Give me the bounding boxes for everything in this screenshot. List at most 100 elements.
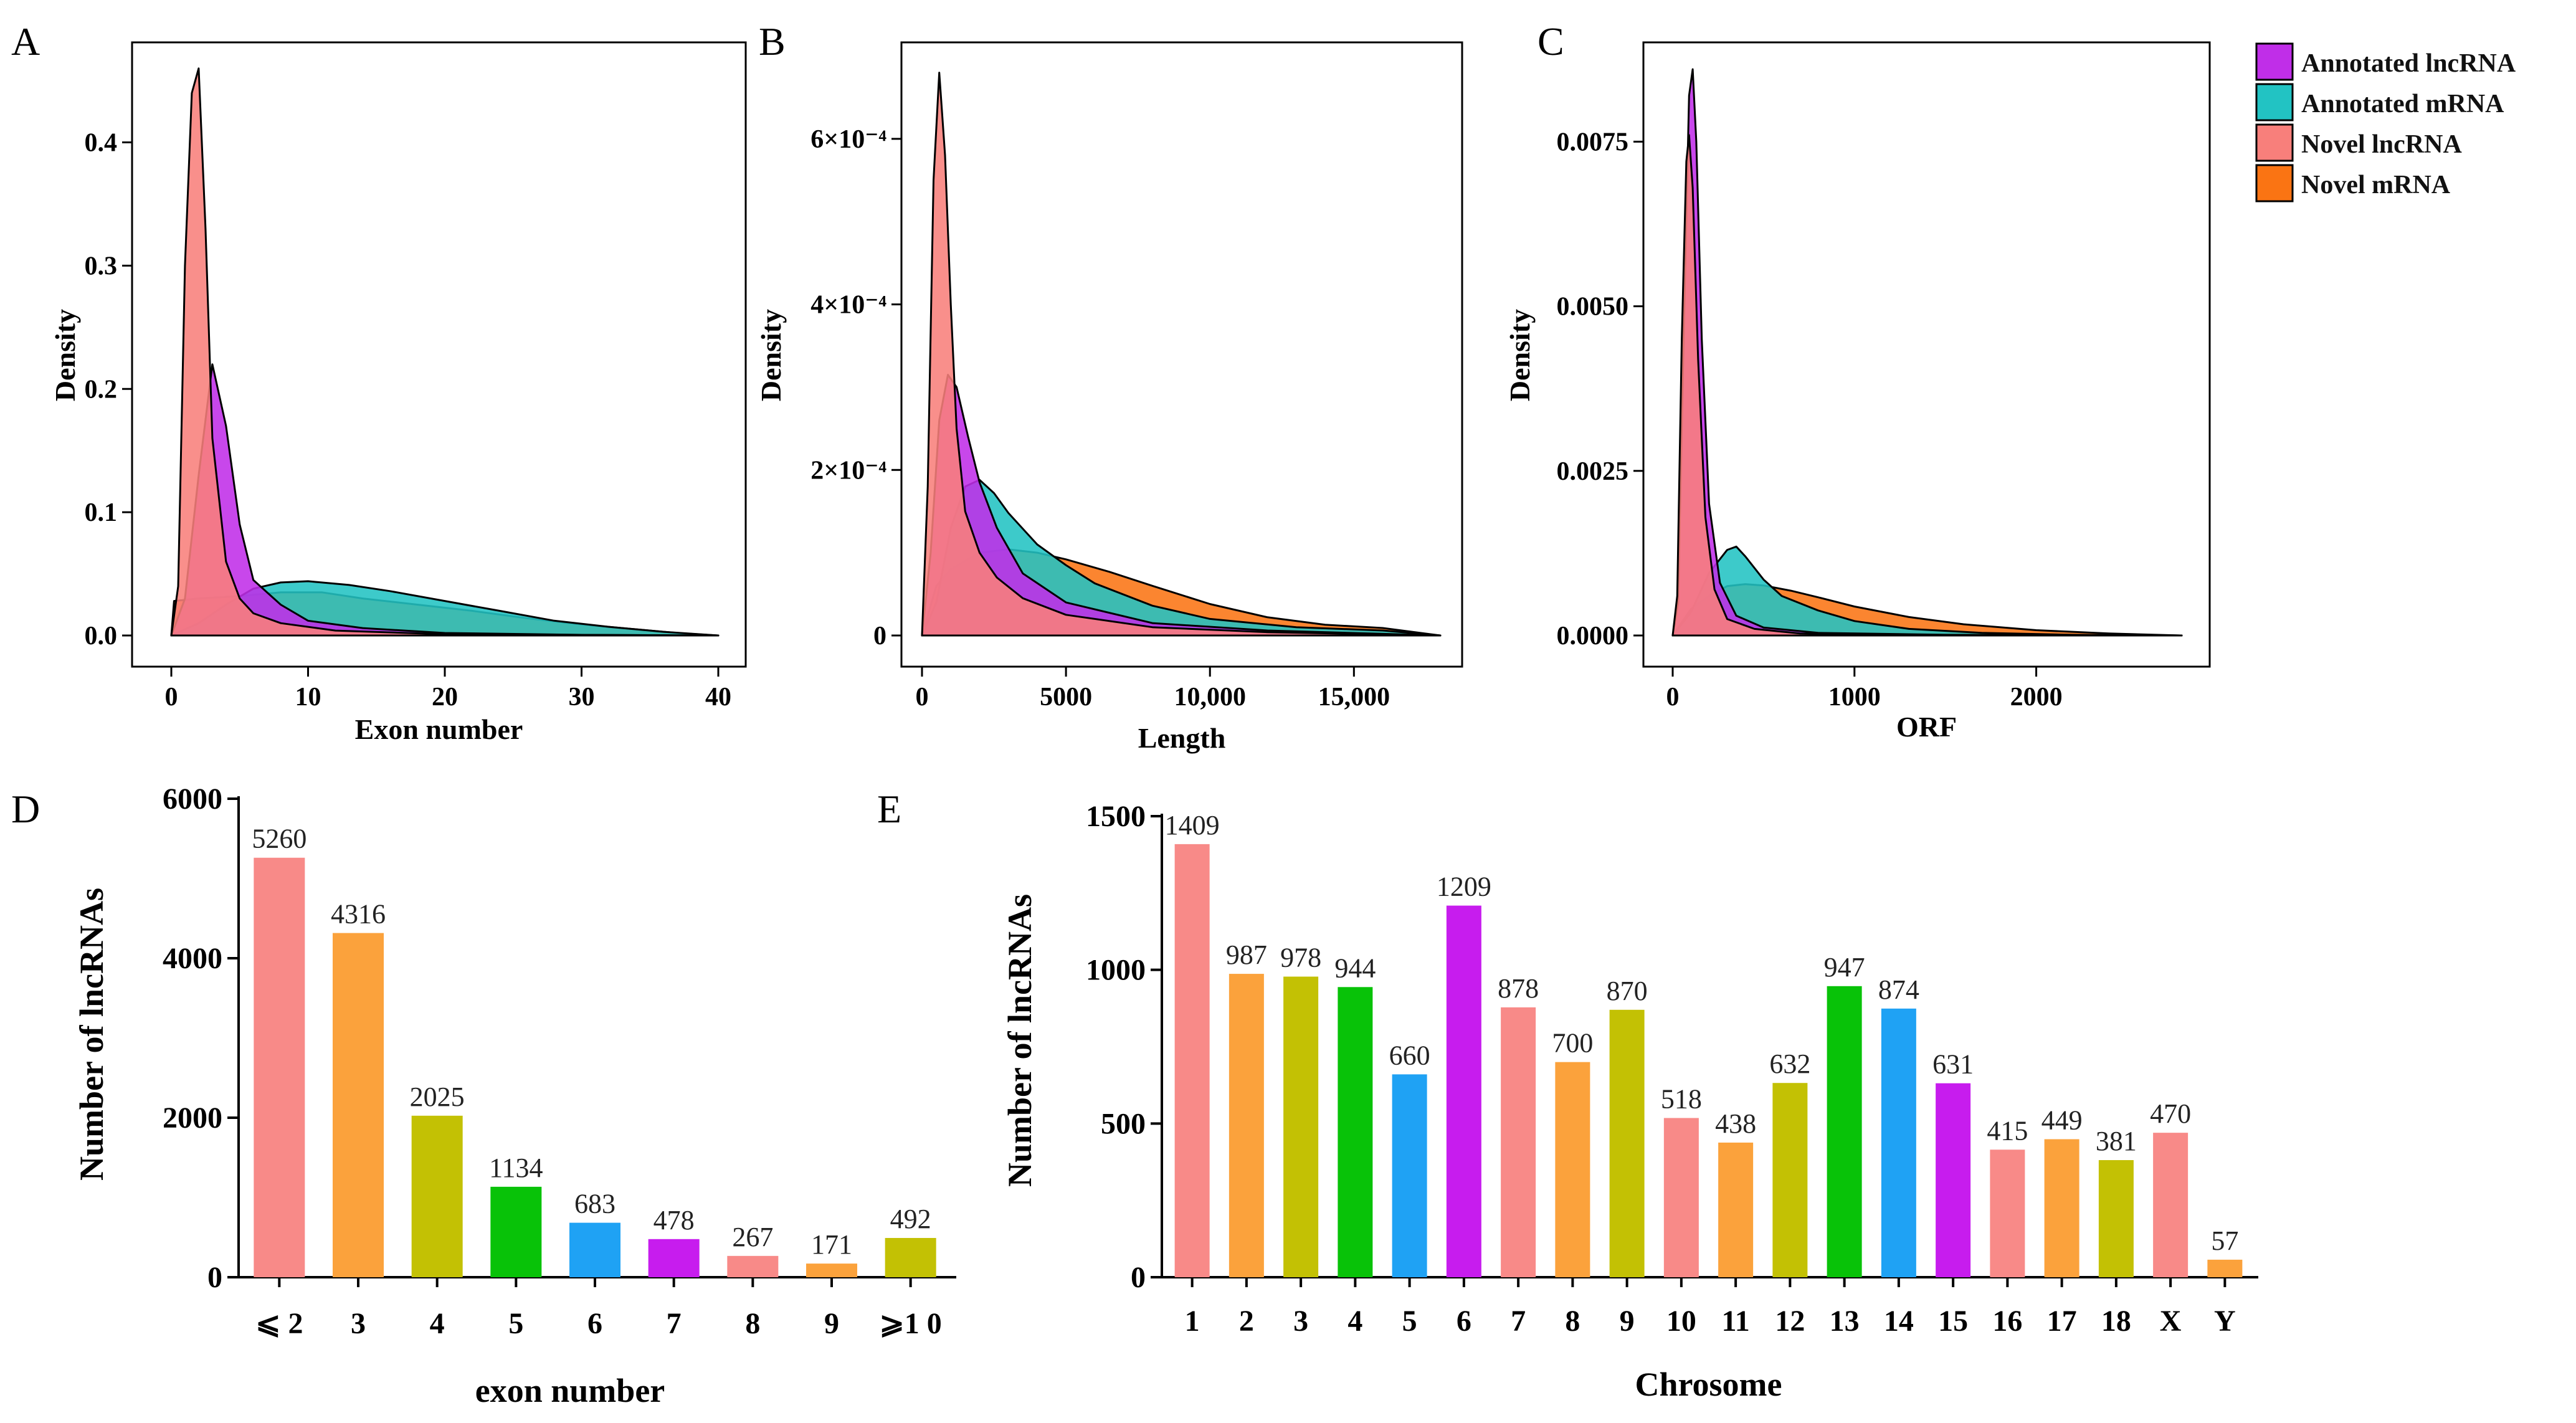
x-tick-label: 40 xyxy=(705,683,731,712)
x-axis-title: exon number xyxy=(475,1372,665,1409)
bar-x xyxy=(2153,1133,2189,1277)
bar-value-label: 1209 xyxy=(1437,872,1491,902)
y-tick-label: 0.0050 xyxy=(1557,293,1629,321)
density-area-novel-lncrna xyxy=(1671,134,2183,637)
y-tick-label: 0.1 xyxy=(85,498,118,527)
y-tick-label: 0.0025 xyxy=(1557,457,1629,486)
density-chart-exon-number: 0 10 20 30 40 0.0 0.1 0.2 0.3 0.4 Exon number Densi… xyxy=(49,41,747,745)
y-axis-title: Density xyxy=(755,309,787,401)
bar-value-label: 987 xyxy=(1226,940,1267,970)
legend-swatch-novel-lncrna xyxy=(2255,123,2294,162)
x-tick-label: 5 xyxy=(508,1307,523,1340)
bar-7 xyxy=(648,1239,700,1277)
bar-9 xyxy=(1609,1009,1645,1277)
bar-value-label: 171 xyxy=(811,1229,852,1260)
y-tick-label: 500 xyxy=(1101,1107,1146,1140)
bar-10 xyxy=(885,1238,936,1277)
x-tick-label: ⩽ 2 xyxy=(255,1307,303,1340)
bar-value-label: 57 xyxy=(2211,1225,2238,1256)
x-tick-label: Y xyxy=(2214,1305,2236,1338)
bar-4 xyxy=(1338,987,1373,1277)
bar-value-label: 947 xyxy=(1824,952,1865,983)
y-axis-title: Density xyxy=(49,309,81,401)
x-tick-label: 4 xyxy=(430,1307,445,1340)
bar-8 xyxy=(727,1255,779,1277)
density-area-annotated-lncrna xyxy=(1671,68,2183,637)
bar-2 xyxy=(254,857,305,1277)
density-area-novel-lncrna xyxy=(921,72,1442,637)
bar-16 xyxy=(1990,1149,2025,1277)
y-axis-title: Density xyxy=(1504,309,1536,401)
bar-9 xyxy=(806,1264,857,1277)
bar-18 xyxy=(2098,1160,2134,1277)
bar-value-label: 878 xyxy=(1498,973,1539,1004)
x-axis-title: Length xyxy=(1138,722,1226,754)
bar-4 xyxy=(411,1115,463,1277)
x-tick-label: 6 xyxy=(1457,1305,1471,1338)
x-tick-label: 1 xyxy=(1185,1305,1200,1338)
x-axis-title: Chrosome xyxy=(1635,1366,1782,1403)
legend-label-novel-lncrna: Novel lncRNA xyxy=(2301,130,2462,159)
x-tick-label: 7 xyxy=(1511,1305,1526,1338)
legend-swatch-annotated-lncrna xyxy=(2255,42,2294,81)
y-tick-label: 0.0075 xyxy=(1557,128,1629,156)
x-tick-label: 18 xyxy=(2101,1305,2131,1338)
y-axis-title: Number of lncRNAs xyxy=(73,888,110,1181)
bar-value-label: 438 xyxy=(1715,1108,1756,1139)
y-tick-label: 4000 xyxy=(163,942,222,975)
bar-value-label: 492 xyxy=(890,1204,931,1234)
x-tick-label: 9 xyxy=(1620,1305,1635,1338)
legend-label-annotated-lncrna: Annotated lncRNA xyxy=(2301,49,2516,78)
x-tick-label: 10 xyxy=(1666,1305,1696,1338)
y-tick-label: 0.3 xyxy=(85,252,118,280)
x-tick-label: 8 xyxy=(1565,1305,1580,1338)
x-tick-label: 5000 xyxy=(1040,683,1092,712)
x-tick-label: 4 xyxy=(1347,1305,1362,1338)
x-tick-label: 15 xyxy=(1938,1305,1968,1338)
x-tick-label: 30 xyxy=(569,683,595,712)
bar-8 xyxy=(1555,1062,1590,1277)
panel-letter-a: A xyxy=(11,19,40,64)
plot-frame xyxy=(900,41,1463,668)
x-tick-label: 13 xyxy=(1830,1305,1860,1338)
x-tick-label: 17 xyxy=(2047,1305,2077,1338)
y-tick-label: 1000 xyxy=(1086,954,1146,987)
bar-value-label: 449 xyxy=(2041,1105,2083,1135)
x-tick-label: 6 xyxy=(587,1307,602,1340)
x-tick-label: 2000 xyxy=(2010,683,2063,712)
x-tick-label: 14 xyxy=(1884,1305,1914,1338)
x-tick-label: 0 xyxy=(165,683,178,712)
bar-value-label: 518 xyxy=(1661,1083,1702,1114)
bar-value-label: 1409 xyxy=(1165,810,1220,840)
y-tick-label: 0 xyxy=(1131,1261,1146,1294)
y-tick-label: 1500 xyxy=(1086,800,1146,833)
bar-6 xyxy=(569,1222,620,1277)
plot-frame xyxy=(1642,41,2211,668)
x-tick-label: 2 xyxy=(1239,1305,1254,1338)
bar-value-label: 631 xyxy=(1932,1049,1974,1080)
bar-value-label: 4316 xyxy=(331,899,386,930)
y-tick-label: 0.4 xyxy=(85,129,118,158)
x-tick-label: 0 xyxy=(916,683,929,712)
bar-3 xyxy=(333,933,384,1277)
density-area-annotated-lncrna xyxy=(170,363,720,637)
x-tick-label: X xyxy=(2160,1305,2182,1338)
bar-2 xyxy=(1229,974,1264,1277)
x-tick-label: 3 xyxy=(351,1307,366,1340)
bar-value-label: 870 xyxy=(1607,976,1648,1006)
legend-swatch-novel-mrna xyxy=(2255,164,2294,202)
bar-value-label: 470 xyxy=(2150,1098,2191,1129)
x-tick-label: 15,000 xyxy=(1318,683,1390,712)
panel-letter-c: C xyxy=(1538,19,1564,64)
x-tick-label: 3 xyxy=(1293,1305,1308,1338)
x-tick-label: 5 xyxy=(1402,1305,1417,1338)
density-chart-orf: 0 1000 2000 0.0000 0.0025 0.0050 0.0075 ORF Dens… xyxy=(1504,41,2211,743)
bar-5 xyxy=(1392,1074,1427,1277)
bar-13 xyxy=(1827,986,1862,1277)
legend-label-annotated-mrna: Annotated mRNA xyxy=(2301,90,2504,118)
panel-letter-d: D xyxy=(11,787,40,831)
bar-value-label: 632 xyxy=(1769,1049,1810,1079)
x-axis-title: ORF xyxy=(1896,711,1957,743)
bar-value-label: 874 xyxy=(1878,974,1919,1005)
